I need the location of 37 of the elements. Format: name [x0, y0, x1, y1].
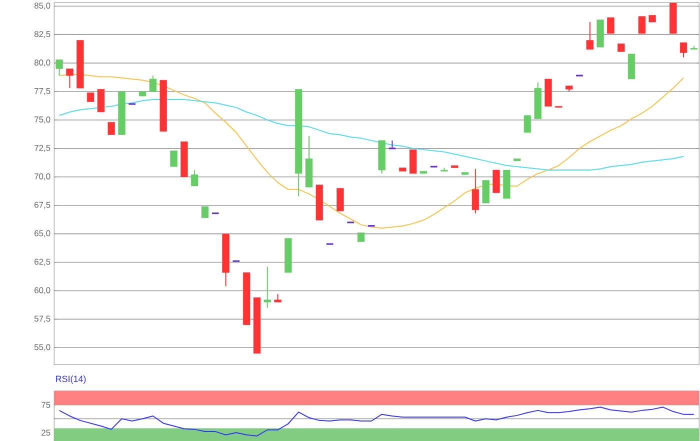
y-tick-label: 72,5: [34, 144, 50, 152]
y-tick-label: 25: [42, 430, 50, 436]
chart-title: RSI(14): [56, 375, 86, 384]
candlestick: [108, 122, 115, 136]
candlestick: [190, 170, 198, 186]
candlestick: [586, 22, 594, 50]
candlestick: [409, 149, 417, 174]
y-tick-label: 67,5: [34, 202, 50, 209]
candlestick: [149, 75, 157, 92]
y-tick-label: 77,5: [34, 88, 50, 95]
y-tick-label: 75,0: [34, 116, 50, 124]
candlestick: [86, 92, 94, 102]
candlestick: [66, 68, 74, 89]
y-tick-label: 60,0: [34, 287, 50, 294]
candlestick: [638, 16, 646, 34]
candlestick: [482, 180, 490, 204]
y-tick-label: 62,5: [34, 258, 50, 266]
y-tick-label: 55,0: [34, 344, 50, 352]
y-tick-label: 75: [42, 402, 50, 408]
candlestick: [201, 206, 209, 218]
candlestick: [97, 88, 104, 112]
candlestick: [524, 114, 532, 133]
y-tick-label: 82,5: [34, 31, 50, 38]
candlestick: [336, 188, 344, 212]
candlestick: [56, 59, 63, 76]
candlestick: [492, 170, 500, 194]
candlestick: [170, 150, 178, 168]
candlestick: [680, 42, 688, 58]
y-tick-label: 65,0: [34, 230, 50, 238]
y-tick-label: 70,0: [34, 173, 50, 180]
candlestick: [472, 168, 480, 214]
y-tick-label: 85,0: [34, 2, 50, 10]
y-tick-label: 57,5: [34, 316, 50, 323]
candlestick: [607, 17, 614, 34]
y-tick-label: 80,0: [34, 60, 50, 67]
candlestick: [357, 232, 365, 242]
candlestick: [264, 266, 271, 308]
